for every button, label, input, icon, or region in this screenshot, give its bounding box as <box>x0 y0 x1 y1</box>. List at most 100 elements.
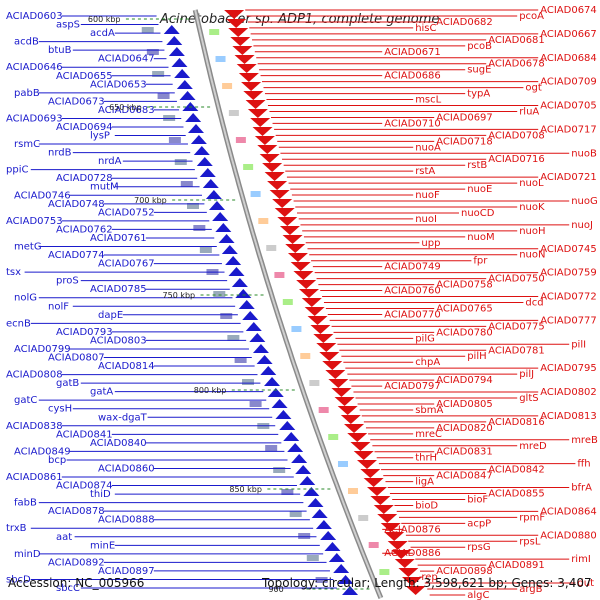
reverse-gene-label: ACIAD0762 <box>56 224 113 235</box>
forward-gene-label: thrH <box>415 453 437 464</box>
forward-gene-arrow <box>387 541 408 550</box>
reverse-gene-label: aspS <box>56 20 80 31</box>
tick-label: 850 kbp <box>229 485 262 494</box>
reverse-gene-label: dapE <box>98 310 123 321</box>
feature-block <box>281 489 294 495</box>
forward-gene-label: ACIAD0671 <box>384 47 441 58</box>
reverse-gene-arrow <box>252 344 269 353</box>
forward-gene-label: ACIAD0697 <box>436 112 493 123</box>
forward-gene-label: ACIAD0678 <box>488 59 545 70</box>
reverse-gene-arrow <box>168 47 185 56</box>
reverse-gene-label: ACIAD0767 <box>98 259 155 270</box>
reverse-gene-label: mutM <box>90 182 119 193</box>
forward-gene-label: ACIAD0716 <box>488 154 545 165</box>
reverse-gene-arrow <box>311 509 328 518</box>
forward-gene-label: ACIAD0876 <box>384 524 441 535</box>
reverse-gene-arrow <box>185 113 202 122</box>
forward-gene-arrow <box>398 568 419 577</box>
forward-gene-label: ACIAD0759 <box>540 268 597 279</box>
feature-block <box>300 353 311 359</box>
forward-gene-arrow <box>241 82 262 91</box>
forward-gene-label: algC <box>467 590 489 600</box>
feature-block <box>266 245 277 251</box>
reverse-gene-label: rsmC <box>14 139 40 150</box>
tick-label: 750 kbp <box>163 291 196 300</box>
feature-block <box>249 401 262 407</box>
feature-block <box>234 357 247 363</box>
forward-gene-label: pilH <box>467 351 486 362</box>
reverse-gene-label: thiD <box>90 489 111 500</box>
forward-gene-arrow <box>301 298 322 307</box>
reverse-gene-label: fabB <box>14 498 37 509</box>
reverse-gene-arrow <box>271 399 288 408</box>
forward-gene-label: upp <box>421 238 440 249</box>
reverse-gene-label: aat <box>56 532 72 543</box>
forward-gene-arrow <box>363 478 384 487</box>
feature-block <box>146 49 159 55</box>
feature-block <box>228 110 239 116</box>
forward-gene-label: ACIAD0686 <box>384 71 441 82</box>
reverse-gene-label: ACIAD0753 <box>6 216 63 227</box>
forward-gene-arrow <box>279 226 300 235</box>
forward-gene-label: nuoL <box>519 178 544 189</box>
feature-block <box>291 326 302 332</box>
forward-gene-label: ACIAD0886 <box>384 548 441 559</box>
forward-gene-arrow <box>344 424 365 433</box>
tick-label: 700 kbp <box>134 196 167 205</box>
forward-gene-label: nuoJ <box>571 220 593 231</box>
forward-gene-arrow <box>232 46 253 55</box>
forward-gene-label: ACIAD0816 <box>488 417 545 428</box>
forward-gene-label: ACIAD0847 <box>436 471 493 482</box>
forward-gene-label: ACIAD0891 <box>488 560 545 571</box>
reverse-gene-arrow <box>307 498 324 507</box>
forward-gene-label: dcd <box>525 298 543 309</box>
reverse-gene-arrow <box>245 322 262 331</box>
feature-block <box>157 93 170 99</box>
reverse-gene-arrow <box>315 520 332 529</box>
forward-gene-arrow <box>313 334 334 343</box>
feature-block <box>250 191 261 197</box>
reverse-gene-label: ACIAD0838 <box>6 421 63 432</box>
reverse-gene-arrow <box>174 69 191 78</box>
reverse-gene-label: ACIAD0683 <box>98 105 155 116</box>
forward-gene-label: ACIAD0781 <box>488 345 545 356</box>
forward-gene-label: nuoF <box>415 190 440 201</box>
reverse-gene-label: btuB <box>48 45 72 56</box>
reverse-gene-arrow <box>249 333 266 342</box>
feature-block <box>227 335 240 341</box>
reverse-gene-arrow <box>256 355 273 364</box>
forward-gene-label: ACIAD0820 <box>436 423 493 434</box>
forward-gene-arrow <box>340 415 361 424</box>
feature-block <box>358 515 369 521</box>
forward-gene-label: sbmA <box>415 405 443 416</box>
forward-gene-arrow <box>347 433 368 442</box>
forward-gene-arrow <box>384 532 405 541</box>
forward-gene-label: mreC <box>415 429 442 440</box>
feature-block <box>168 137 181 143</box>
forward-gene-label: rimI <box>571 554 591 565</box>
forward-gene-arrow <box>250 118 271 127</box>
forward-gene-label: mscL <box>415 95 441 106</box>
reverse-gene-arrow <box>295 465 312 474</box>
forward-gene-arrow <box>238 73 259 82</box>
forward-gene-arrow <box>254 136 275 145</box>
forward-gene-arrow <box>252 127 273 136</box>
feature-block <box>180 181 193 187</box>
reverse-gene-label: ACIAD0774 <box>48 250 105 261</box>
forward-gene-label: rpmF <box>519 512 545 523</box>
reverse-gene-label: wax-dgaT <box>98 412 148 423</box>
forward-gene-label: sugE <box>467 65 491 76</box>
forward-gene-label: ACIAD0797 <box>384 381 441 392</box>
forward-gene-arrow <box>373 505 394 514</box>
reverse-gene-label: ACIAD0693 <box>6 113 63 124</box>
reverse-gene-label: ACIAD0748 <box>48 199 105 210</box>
feature-block <box>243 164 254 170</box>
reverse-gene-arrow <box>238 300 255 309</box>
reverse-gene-label: ACIAD0814 <box>98 361 155 372</box>
feature-block <box>298 533 311 539</box>
reverse-gene-label: acdA <box>90 28 115 39</box>
forward-gene-label: ACIAD0667 <box>540 29 597 40</box>
reverse-gene-arrow <box>287 443 304 452</box>
forward-gene-arrow <box>269 190 290 199</box>
forward-gene-arrow <box>325 370 346 379</box>
